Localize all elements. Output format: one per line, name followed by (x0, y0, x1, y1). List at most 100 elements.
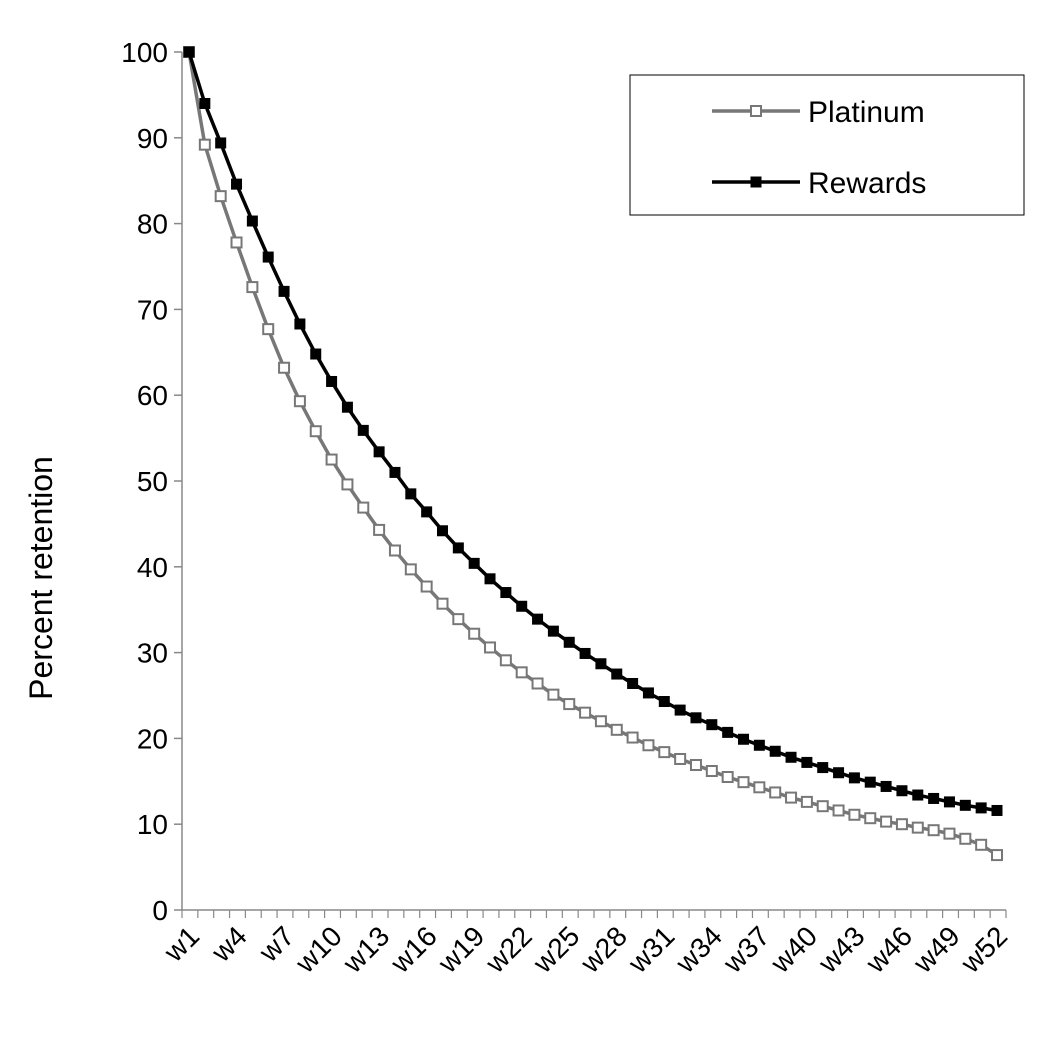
data-point (895, 818, 908, 831)
data-point (484, 641, 497, 654)
legend: Platinum Rewards (629, 74, 1025, 216)
data-point (468, 627, 481, 640)
data-point (357, 424, 369, 436)
y-tick-label: 90 (137, 123, 168, 154)
data-point (246, 215, 258, 227)
data-point (373, 446, 385, 458)
data-point (357, 501, 370, 514)
data-point (595, 658, 607, 670)
data-point (436, 525, 448, 537)
legend-label: Rewards (808, 167, 926, 200)
data-point (452, 542, 464, 554)
data-point (769, 745, 781, 757)
y-tick-label: 10 (137, 809, 168, 840)
data-point (563, 636, 575, 648)
x-tick-label: w34 (669, 920, 728, 979)
data-point (753, 739, 765, 751)
data-point (309, 425, 322, 438)
data-point (326, 375, 338, 387)
data-point (689, 758, 702, 771)
data-point (405, 488, 417, 500)
data-point (310, 348, 322, 360)
data-point (658, 696, 670, 708)
data-point (262, 251, 274, 263)
data-point (404, 563, 417, 576)
x-tick-label: w22 (479, 920, 538, 979)
x-tick-label: w43 (812, 920, 871, 979)
data-point (991, 849, 1003, 862)
data-point (532, 613, 544, 625)
data-point (547, 688, 560, 701)
data-point (262, 323, 275, 336)
data-point (991, 804, 1003, 816)
data-point (183, 46, 195, 58)
data-point (388, 544, 401, 557)
series-rewards (183, 46, 1003, 816)
data-point (199, 97, 211, 109)
data-point (642, 739, 655, 752)
data-point (959, 799, 971, 811)
y-tick-label: 80 (137, 209, 168, 240)
data-point (230, 236, 243, 249)
data-point (626, 731, 639, 744)
data-point (674, 752, 687, 765)
data-point (785, 791, 798, 804)
x-tick-label: w10 (289, 920, 348, 979)
data-point (943, 796, 955, 808)
x-tick-label: w40 (764, 920, 823, 979)
series-line (187, 51, 998, 813)
x-tick-label: w31 (622, 920, 681, 979)
data-point (516, 600, 528, 612)
data-point (420, 580, 433, 593)
data-point (817, 762, 829, 774)
data-point (816, 800, 829, 813)
data-point (705, 765, 718, 778)
legend-item-platinum: Platinum (712, 96, 925, 129)
data-point (579, 647, 591, 659)
x-tick-label: w49 (907, 920, 966, 979)
data-point (484, 573, 496, 585)
data-point (436, 597, 449, 610)
data-point (421, 506, 433, 518)
x-tick-label: w52 (954, 920, 1013, 979)
data-point (611, 668, 623, 680)
data-point (785, 751, 797, 763)
data-point (706, 719, 718, 731)
data-point (610, 723, 623, 736)
series-platinum (183, 46, 1003, 862)
x-tick-label: w19 (431, 920, 490, 979)
data-point (579, 706, 592, 719)
y-tick-label: 50 (137, 466, 168, 497)
x-tick-label: w25 (527, 920, 586, 979)
data-point (975, 802, 987, 814)
data-point (738, 733, 750, 745)
data-point (293, 395, 306, 408)
x-tick-label: w37 (717, 920, 776, 979)
data-point (341, 401, 353, 413)
data-point (800, 795, 813, 808)
x-tick-label: w4 (205, 920, 253, 968)
data-point (721, 771, 734, 784)
y-tick-label: 100 (121, 37, 168, 68)
data-point (880, 780, 892, 792)
x-tick-label: w28 (574, 920, 633, 979)
data-point (959, 832, 972, 845)
data-point (864, 776, 876, 788)
data-point (848, 808, 861, 821)
data-point (325, 453, 338, 466)
series-line (187, 51, 998, 857)
x-tick-label: w46 (859, 920, 918, 979)
data-point (943, 827, 956, 840)
data-point (198, 138, 211, 151)
data-point (452, 613, 465, 626)
y-tick-label: 20 (137, 723, 168, 754)
data-point (500, 587, 512, 599)
data-point (373, 523, 386, 536)
legend-label: Platinum (808, 96, 925, 129)
x-ticks: w1 w4 w7w10w13w16w19w22w25w28w31w34w37w40w… (157, 910, 1013, 979)
data-point (214, 190, 227, 203)
legend-box (629, 74, 1025, 216)
y-axis-label: Percent retention (23, 456, 59, 700)
